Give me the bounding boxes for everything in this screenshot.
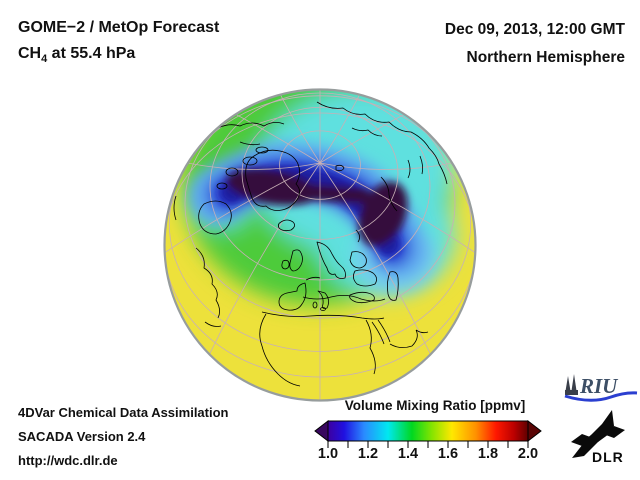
graticule bbox=[165, 90, 475, 400]
dlr-logo: DLR bbox=[571, 410, 625, 465]
colorbar-arrow-left bbox=[314, 419, 329, 443]
colorbar-tick-label: 1.4 bbox=[397, 446, 419, 462]
colorbar-title: Volume Mixing Ratio [ppmv] bbox=[344, 398, 526, 413]
header-left: GOME−2 / MetOp Forecast CH4 at 55.4 hPa bbox=[18, 15, 219, 72]
page-subtitle: CH4 at 55.4 hPa bbox=[18, 45, 136, 66]
globe-limb bbox=[163, 88, 477, 402]
colorbar-tick-label: 1.8 bbox=[477, 446, 499, 462]
subscript-4: 4 bbox=[41, 53, 48, 66]
colorbar-tick-label: 1.2 bbox=[357, 446, 379, 462]
header-right: Dec 09, 2013, 12:00 GMT Northern Hemisph… bbox=[445, 16, 625, 72]
page-title: GOME−2 / MetOp Forecast bbox=[18, 19, 220, 36]
colorbar-gradient bbox=[327, 420, 529, 442]
cathedral-icon bbox=[565, 374, 578, 395]
version-label: SACADA Version 2.4 bbox=[18, 429, 146, 444]
url-label: http://wdc.dlr.de bbox=[18, 453, 118, 468]
globe-field bbox=[165, 90, 475, 400]
riu-logo: RIU bbox=[564, 374, 638, 402]
footer-credits: 4DVar Chemical Data Assimilation SACADA … bbox=[18, 401, 229, 473]
colorbar-arrow-right bbox=[527, 419, 542, 443]
colorbar-tick-label: 1.0 bbox=[317, 446, 339, 462]
dlr-text: DLR bbox=[592, 449, 624, 465]
colorbar-ticks bbox=[327, 441, 529, 448]
hemisphere-label: Northern Hemisphere bbox=[466, 49, 625, 66]
colorbar-tick-label: 2.0 bbox=[517, 446, 539, 462]
dlr-wings-icon bbox=[571, 410, 625, 458]
coastlines bbox=[173, 101, 448, 387]
colorbar-tick-label: 1.6 bbox=[437, 446, 459, 462]
riu-text: RIU bbox=[579, 374, 619, 398]
assimilation-label: 4DVar Chemical Data Assimilation bbox=[18, 405, 229, 420]
riu-wave bbox=[564, 391, 638, 402]
datetime-label: Dec 09, 2013, 12:00 GMT bbox=[444, 21, 625, 38]
colorbar bbox=[314, 419, 542, 448]
